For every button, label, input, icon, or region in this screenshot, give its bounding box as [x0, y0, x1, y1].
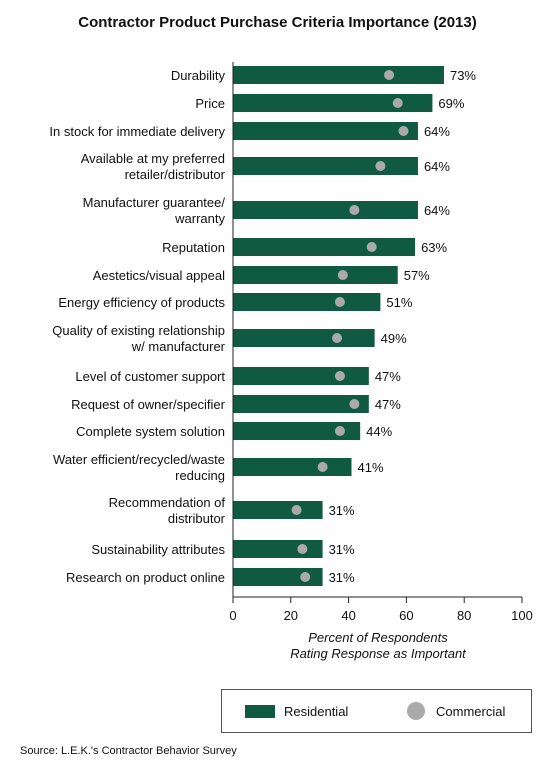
- dot-commercial: [334, 297, 345, 307]
- bar-residential: [233, 238, 416, 256]
- bar-value-label: 64%: [424, 203, 450, 218]
- category-label: Available at my preferred retailer/distri…: [81, 151, 226, 182]
- bar-residential: [233, 395, 369, 413]
- dot-commercial: [398, 126, 409, 136]
- x-tick-label: 20: [284, 608, 298, 623]
- legend-residential-label: Residential: [284, 704, 349, 719]
- legend-residential-swatch: [245, 705, 275, 718]
- category-label: Research on product online: [66, 570, 225, 585]
- x-axis-title: Percent of Respondents Rating Response as…: [290, 630, 467, 661]
- bar-residential: [233, 293, 381, 311]
- bar-residential: [233, 422, 361, 440]
- bar-residential: [233, 201, 418, 219]
- legend-commercial-label: Commercial: [436, 704, 506, 719]
- bar-value-label: 44%: [366, 424, 392, 439]
- dot-commercial: [300, 572, 311, 582]
- bar-residential: [233, 157, 418, 175]
- bar-value-label: 31%: [329, 503, 355, 518]
- legend: Residential Commercial: [221, 689, 532, 733]
- bar-value-label: 49%: [381, 331, 407, 346]
- x-tick-label: 100: [511, 608, 533, 623]
- bar-value-label: 73%: [450, 68, 476, 83]
- bar-value-label: 41%: [357, 460, 383, 475]
- x-tick-label: 80: [457, 608, 471, 623]
- bar-residential: [233, 329, 375, 347]
- bar-value-label: 63%: [421, 240, 447, 255]
- category-label: Recommendation of distributor: [109, 495, 226, 526]
- dot-commercial: [332, 333, 343, 343]
- bar-value-label: 64%: [424, 159, 450, 174]
- bar-value-label: 31%: [329, 542, 355, 557]
- dot-commercial: [384, 70, 395, 80]
- bar-value-label: 64%: [424, 124, 450, 139]
- x-tick-label: 60: [399, 608, 413, 623]
- dot-commercial: [337, 270, 348, 280]
- dot-commercial: [291, 505, 302, 515]
- bar-residential: [233, 367, 369, 385]
- bar-residential: [233, 66, 444, 84]
- dot-commercial: [366, 242, 377, 252]
- x-tick-label: 40: [341, 608, 355, 623]
- legend-commercial-dot: [407, 702, 425, 720]
- bar-residential: [233, 122, 418, 140]
- category-label: Price: [195, 96, 225, 111]
- dot-commercial: [297, 544, 308, 554]
- category-label: Water efficient/recycled/waste reducing: [53, 452, 225, 483]
- bar-residential: [233, 501, 323, 519]
- category-label: Durability: [171, 68, 226, 83]
- bar-value-label: 51%: [386, 295, 412, 310]
- bar-residential: [233, 94, 433, 112]
- bar-value-label: 31%: [329, 570, 355, 585]
- category-label: Manufacturer guarantee/warranty: [83, 195, 226, 226]
- category-label: Complete system solution: [76, 424, 225, 439]
- x-tick-label: 0: [229, 608, 236, 623]
- bar-value-label: 69%: [438, 96, 464, 111]
- category-label: Aestetics/visual appeal: [93, 268, 225, 283]
- dot-commercial: [317, 462, 328, 472]
- category-label: Quality of existing relationship w/ manuf…: [52, 323, 225, 354]
- bar-residential: [233, 266, 398, 284]
- category-label: In stock for immediate delivery: [49, 124, 225, 139]
- category-label: Sustainability attributes: [91, 542, 225, 557]
- bar-value-label: 57%: [404, 268, 430, 283]
- category-label: Level of customer support: [75, 369, 225, 384]
- bar-residential: [233, 458, 352, 476]
- category-label: Request of owner/specifier: [71, 397, 226, 412]
- bar-residential: [233, 540, 323, 558]
- dot-commercial: [375, 161, 386, 171]
- source-note: Source: L.E.K.'s Contractor Behavior Sur…: [20, 745, 237, 757]
- bar-value-label: 47%: [375, 369, 401, 384]
- category-label: Reputation: [162, 240, 225, 255]
- bar-value-label: 47%: [375, 397, 401, 412]
- chart-title: Contractor Product Purchase Criteria Imp…: [78, 14, 477, 31]
- dot-commercial: [334, 371, 345, 381]
- dot-commercial: [349, 399, 360, 409]
- dot-commercial: [334, 426, 345, 436]
- bar-residential: [233, 568, 323, 586]
- category-label: Energy efficiency of products: [58, 295, 225, 310]
- dot-commercial: [349, 205, 360, 215]
- dot-commercial: [392, 98, 403, 108]
